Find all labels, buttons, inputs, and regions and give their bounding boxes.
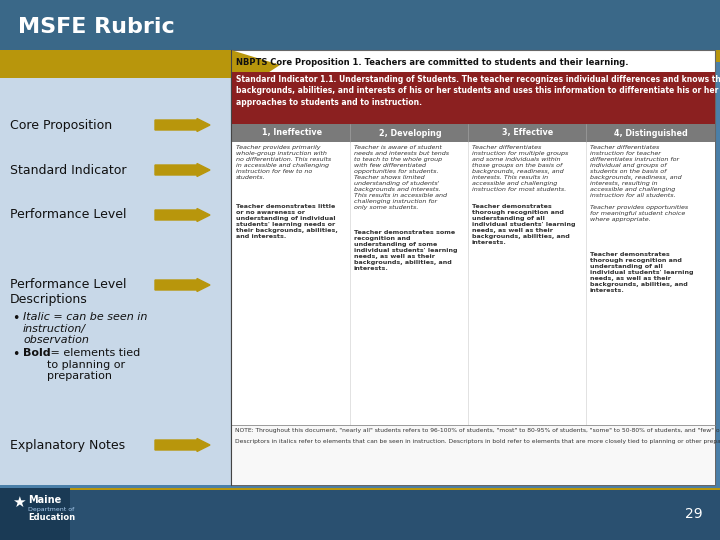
FancyArrow shape bbox=[155, 279, 210, 292]
Polygon shape bbox=[231, 142, 715, 425]
Text: Descriptors in italics refer to elements that can be seen in instruction. Descri: Descriptors in italics refer to elements… bbox=[235, 439, 720, 444]
Polygon shape bbox=[0, 50, 231, 485]
Text: Teacher demonstrates little
or no awareness or
understanding of individual
stude: Teacher demonstrates little or no awaren… bbox=[236, 204, 338, 239]
Text: •: • bbox=[12, 348, 19, 361]
Text: NBPTS Core Proposition 1. Teachers are committed to students and their learning.: NBPTS Core Proposition 1. Teachers are c… bbox=[236, 58, 629, 67]
Text: Maine: Maine bbox=[28, 495, 61, 505]
Text: ★: ★ bbox=[12, 495, 26, 510]
Text: Teacher demonstrates
thorough recognition and
understanding of all
individual st: Teacher demonstrates thorough recognitio… bbox=[472, 204, 575, 245]
Polygon shape bbox=[0, 50, 280, 78]
Text: Performance Level: Performance Level bbox=[10, 208, 127, 221]
Text: Teacher differentiates
instruction for multiple groups
and some individuals with: Teacher differentiates instruction for m… bbox=[472, 145, 568, 192]
Text: 1, Ineffective: 1, Ineffective bbox=[262, 129, 322, 138]
Text: Performance Level
Descriptions: Performance Level Descriptions bbox=[10, 278, 127, 306]
Text: Standard Indicator 1.1. Understanding of Students. The teacher recognizes indivi: Standard Indicator 1.1. Understanding of… bbox=[236, 75, 720, 107]
Text: Italic = can be seen in
instruction/
observation: Italic = can be seen in instruction/ obs… bbox=[23, 312, 148, 345]
Text: Teacher provides primarily
whole-group instruction with
no differentiation. This: Teacher provides primarily whole-group i… bbox=[236, 145, 331, 180]
Text: NOTE: Throughout this document, "nearly all" students refers to 96-100% of stude: NOTE: Throughout this document, "nearly … bbox=[235, 428, 720, 433]
Polygon shape bbox=[0, 0, 720, 50]
FancyArrow shape bbox=[155, 208, 210, 221]
Text: Teacher differentiates
instruction for teacher
differentiates instruction for
in: Teacher differentiates instruction for t… bbox=[590, 145, 688, 222]
Polygon shape bbox=[231, 50, 715, 485]
Polygon shape bbox=[0, 50, 720, 75]
Polygon shape bbox=[0, 488, 720, 490]
Polygon shape bbox=[0, 488, 720, 540]
Text: Teacher is aware of student
needs and interests but tends
to teach to the whole : Teacher is aware of student needs and in… bbox=[354, 145, 449, 210]
Text: Explanatory Notes: Explanatory Notes bbox=[10, 438, 125, 451]
Text: MSFE Rubric: MSFE Rubric bbox=[18, 17, 175, 37]
Text: Bold: Bold bbox=[23, 348, 50, 358]
Text: Teacher demonstrates
thorough recognition and
understanding of all
individual st: Teacher demonstrates thorough recognitio… bbox=[590, 252, 693, 293]
Text: Department of: Department of bbox=[28, 508, 74, 512]
Text: Teacher demonstrates some
recognition and
understanding of some
individual stude: Teacher demonstrates some recognition an… bbox=[354, 230, 457, 271]
Text: = elements tied
to planning or
preparation: = elements tied to planning or preparati… bbox=[47, 348, 140, 381]
FancyArrow shape bbox=[155, 164, 210, 177]
Polygon shape bbox=[231, 72, 715, 124]
FancyArrow shape bbox=[155, 118, 210, 132]
Polygon shape bbox=[231, 425, 715, 485]
Text: 4, Distinguished: 4, Distinguished bbox=[614, 129, 688, 138]
Text: 2, Developing: 2, Developing bbox=[379, 129, 441, 138]
Polygon shape bbox=[231, 124, 715, 142]
Text: Education: Education bbox=[28, 514, 75, 523]
Text: 29: 29 bbox=[685, 507, 703, 521]
Text: Core Proposition: Core Proposition bbox=[10, 118, 112, 132]
Text: •: • bbox=[12, 312, 19, 325]
FancyArrow shape bbox=[155, 438, 210, 451]
Text: Standard Indicator: Standard Indicator bbox=[10, 164, 127, 177]
Polygon shape bbox=[0, 488, 70, 540]
Text: 3, Effective: 3, Effective bbox=[503, 129, 554, 138]
